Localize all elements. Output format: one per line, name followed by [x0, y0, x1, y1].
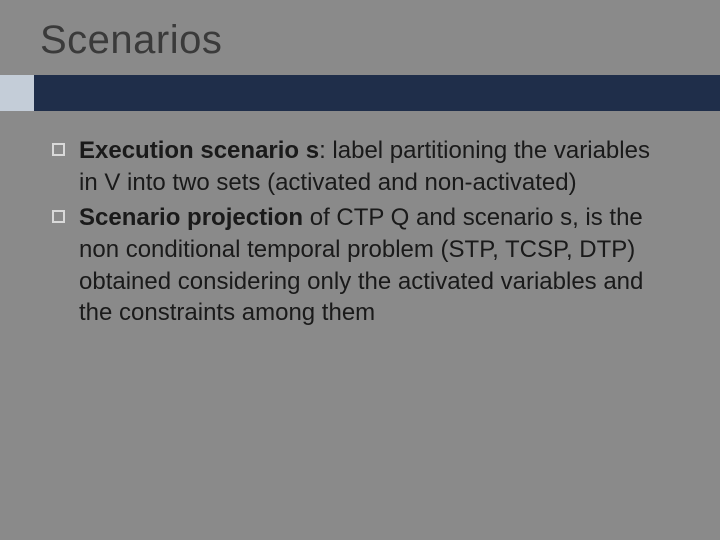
bullet-text: Scenario projection of CTP Q and scenari…	[79, 202, 670, 329]
bullet-bold-prefix: Execution scenario s	[79, 137, 319, 164]
title-region: Scenarios	[0, 0, 720, 63]
bullet-bold-prefix: Scenario projection	[79, 204, 303, 231]
slide-title: Scenarios	[40, 18, 720, 63]
bullet-item: Execution scenario s: label partitioning…	[52, 135, 670, 198]
content-region: Execution scenario s: label partitioning…	[0, 111, 720, 329]
accent-band-right	[34, 75, 720, 111]
slide: Scenarios Execution scenario s: label pa…	[0, 0, 720, 540]
accent-band	[0, 75, 720, 111]
bullet-marker-icon	[52, 143, 65, 156]
bullet-item: Scenario projection of CTP Q and scenari…	[52, 202, 670, 329]
accent-band-left	[0, 75, 34, 111]
bullet-text: Execution scenario s: label partitioning…	[79, 135, 670, 198]
bullet-marker-icon	[52, 210, 65, 223]
